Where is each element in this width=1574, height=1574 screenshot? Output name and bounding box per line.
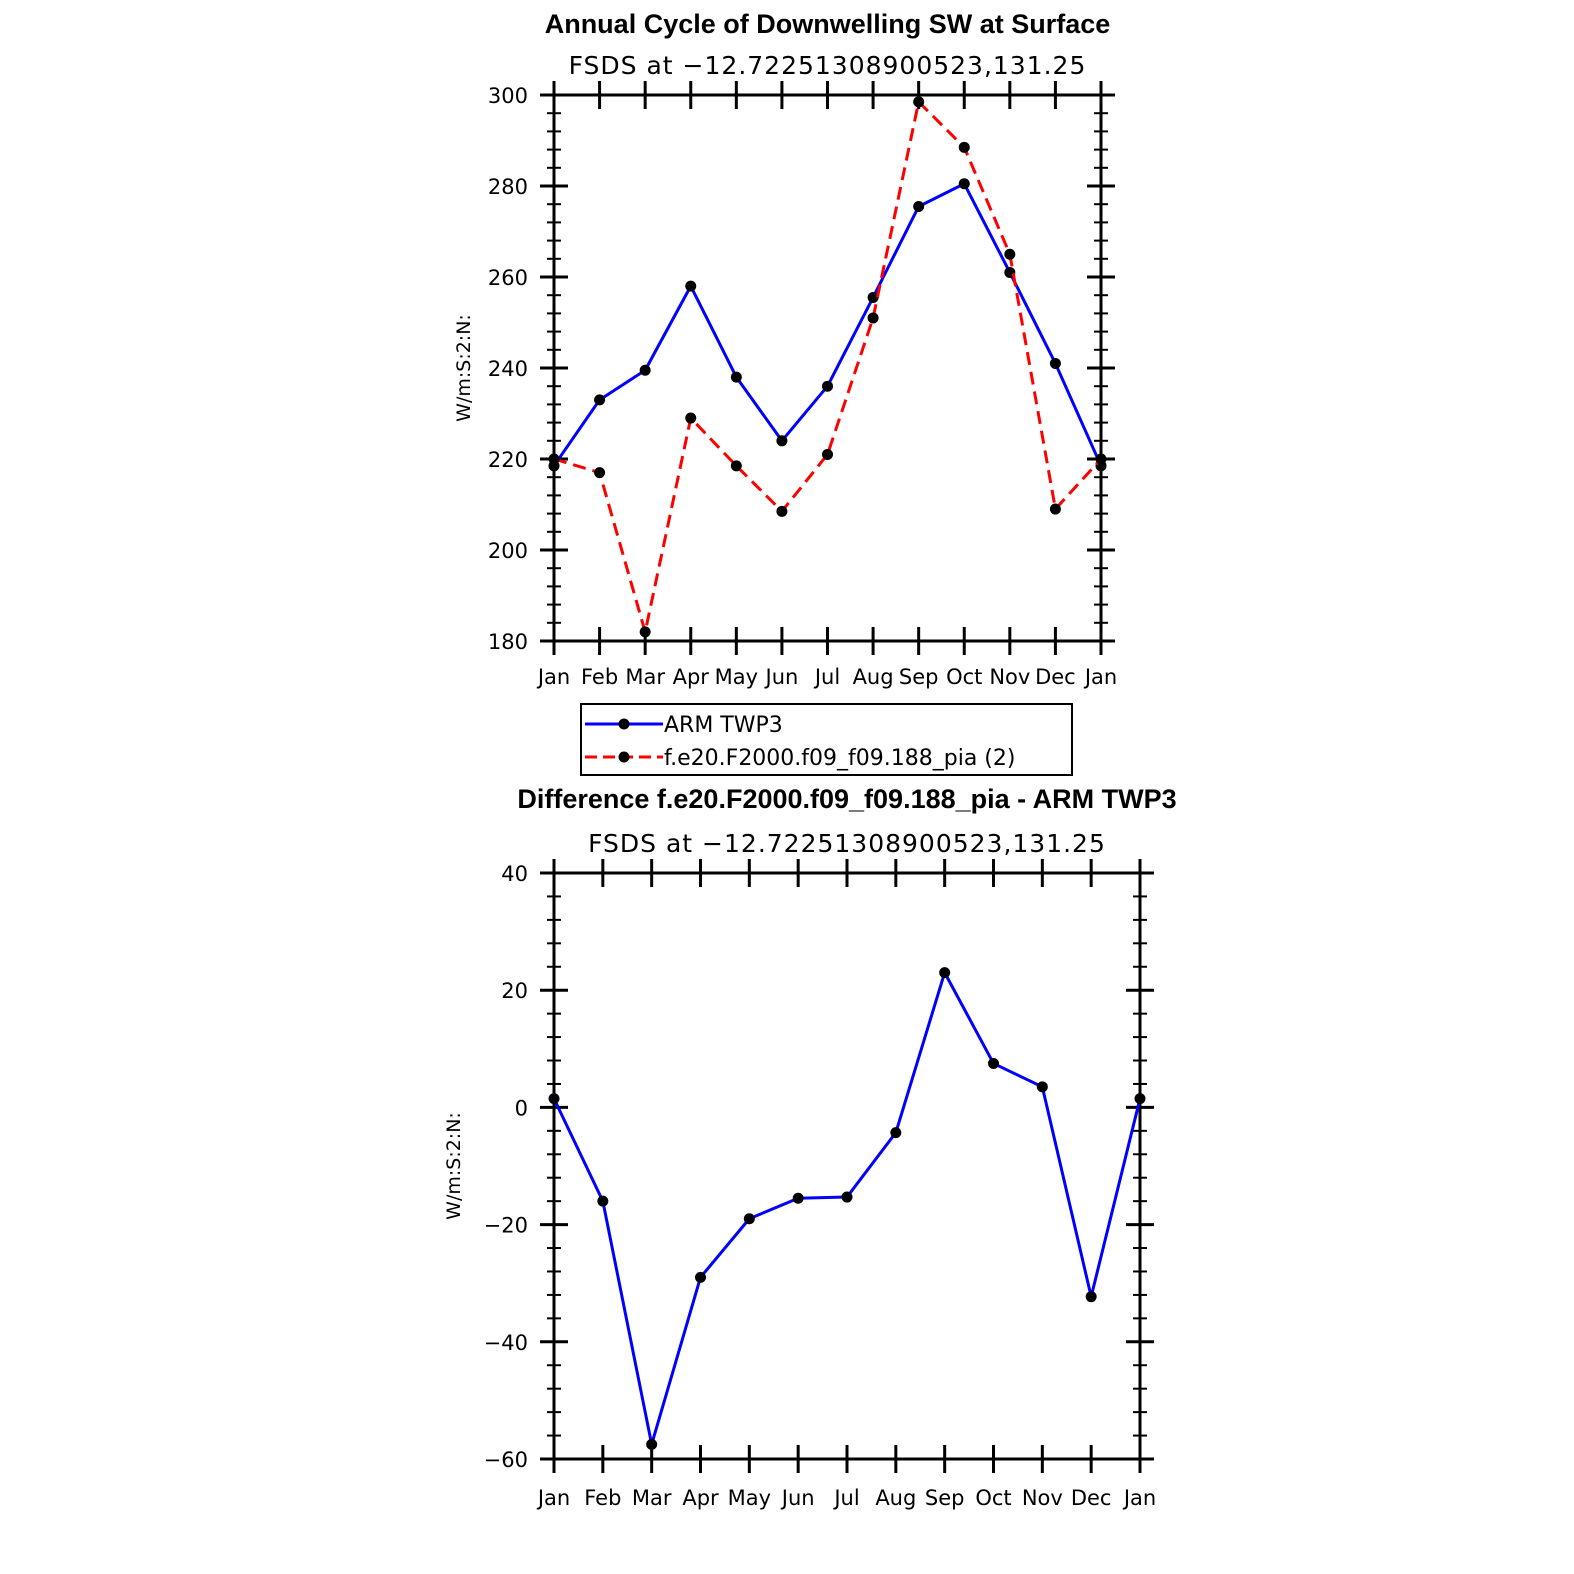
x-tick-label: Aug bbox=[875, 1486, 916, 1510]
data-point bbox=[594, 467, 606, 479]
series-line bbox=[553, 100, 1103, 634]
data-point bbox=[988, 1057, 999, 1069]
x-tick-label: May bbox=[715, 665, 758, 689]
x-tick-label: Jun bbox=[780, 1486, 815, 1510]
y-tick-label: 180 bbox=[488, 630, 528, 654]
y-tick-label: 220 bbox=[488, 448, 528, 472]
legend-entry-label: ARM TWP3 bbox=[664, 713, 783, 738]
chart-title: Difference f.e20.F2000.f09_f09.188_pia -… bbox=[517, 784, 1176, 814]
data-point bbox=[685, 280, 697, 292]
difference-panel: Difference f.e20.F2000.f09_f09.188_pia -… bbox=[443, 784, 1177, 1510]
x-tick-label: May bbox=[728, 1486, 771, 1510]
data-point bbox=[841, 1191, 853, 1203]
data-point bbox=[913, 96, 925, 108]
data-point bbox=[958, 178, 970, 190]
data-point bbox=[1095, 453, 1107, 465]
data-point bbox=[639, 364, 651, 376]
y-tick-label: 20 bbox=[501, 979, 528, 1003]
plot-frame bbox=[552, 871, 1142, 1461]
data-point bbox=[867, 291, 879, 303]
data-point bbox=[548, 453, 560, 465]
y-tick-label: 240 bbox=[488, 357, 528, 381]
x-tick-label: Jan bbox=[1122, 1486, 1156, 1510]
legend-entry-label: f.e20.F2000.f09_f09.188_pia (2) bbox=[664, 746, 1015, 771]
x-tick-label: Oct bbox=[946, 665, 982, 689]
y-tick-label: 40 bbox=[501, 862, 528, 886]
data-point bbox=[1004, 248, 1016, 260]
y-axis-label: W/m:S:2:N: bbox=[443, 1112, 465, 1220]
data-point bbox=[939, 967, 951, 979]
y-axis-label: W/m:S:2:N: bbox=[453, 314, 475, 422]
legend: ARM TWP3 f.e20.F2000.f09_f09.188_pia (2) bbox=[580, 703, 1073, 776]
annual-cycle-panel: Annual Cycle of Downwelling SW at Surfac… bbox=[453, 9, 1117, 776]
x-tick-label: Dec bbox=[1035, 665, 1076, 689]
y-tick-label: −60 bbox=[484, 1448, 528, 1472]
data-point bbox=[639, 626, 651, 638]
chart-subtitle: FSDS at −12.72251308900523,131.25 bbox=[569, 51, 1087, 80]
x-tick-label: Nov bbox=[1022, 1486, 1063, 1510]
data-point bbox=[822, 448, 833, 460]
legend-swatch-marker bbox=[618, 718, 630, 730]
y-tick-label: 260 bbox=[488, 266, 528, 290]
y-tick-label: 280 bbox=[488, 175, 528, 199]
data-point bbox=[822, 380, 833, 392]
x-tick-label: Apr bbox=[682, 1486, 719, 1510]
x-tick-label: Sep bbox=[925, 1486, 965, 1510]
data-point bbox=[1085, 1291, 1097, 1303]
legend-swatch-marker bbox=[618, 751, 630, 763]
data-point bbox=[776, 505, 788, 517]
y-tick-label: −40 bbox=[484, 1331, 528, 1355]
series-line bbox=[552, 971, 1142, 1446]
y-tick-label: 0 bbox=[515, 1096, 528, 1120]
x-tick-label: Jul bbox=[832, 1486, 859, 1510]
data-point bbox=[594, 394, 606, 406]
x-tick-label: Jul bbox=[813, 665, 840, 689]
data-point bbox=[792, 1192, 804, 1204]
x-tick-label: Feb bbox=[581, 665, 618, 689]
data-point bbox=[958, 141, 970, 153]
plot-frame bbox=[552, 93, 1103, 643]
data-point bbox=[867, 312, 879, 324]
x-tick-label: Nov bbox=[989, 665, 1030, 689]
chart-subtitle: FSDS at −12.72251308900523,131.25 bbox=[588, 829, 1106, 858]
x-tick-label: Feb bbox=[584, 1486, 621, 1510]
x-tick-label: Apr bbox=[673, 665, 710, 689]
x-tick-label: Jan bbox=[536, 665, 570, 689]
x-tick-label: Sep bbox=[899, 665, 939, 689]
y-tick-label: 200 bbox=[488, 539, 528, 563]
data-point bbox=[597, 1195, 609, 1207]
x-tick-label: Mar bbox=[625, 665, 665, 689]
data-point bbox=[730, 371, 742, 383]
x-tick-label: Jun bbox=[764, 665, 799, 689]
data-point bbox=[548, 1093, 560, 1105]
x-tick-label: Dec bbox=[1071, 1486, 1112, 1510]
y-tick-label: 300 bbox=[488, 84, 528, 108]
x-tick-label: Aug bbox=[853, 665, 894, 689]
data-point bbox=[730, 460, 742, 472]
data-point bbox=[1049, 503, 1061, 515]
legend-box bbox=[580, 703, 1073, 776]
data-point bbox=[913, 200, 925, 212]
x-tick-label: Jan bbox=[536, 1486, 570, 1510]
data-point bbox=[776, 435, 788, 447]
chart-title: Annual Cycle of Downwelling SW at Surfac… bbox=[545, 9, 1111, 39]
x-tick-label: Mar bbox=[632, 1486, 672, 1510]
data-point bbox=[890, 1127, 902, 1139]
y-tick-label: −20 bbox=[484, 1214, 528, 1238]
data-point bbox=[1049, 357, 1061, 369]
data-point bbox=[685, 412, 697, 424]
data-point bbox=[1134, 1093, 1146, 1105]
x-tick-label: Jan bbox=[1083, 665, 1117, 689]
data-point bbox=[743, 1213, 755, 1225]
data-point bbox=[1036, 1081, 1048, 1093]
series-line bbox=[552, 182, 1103, 467]
x-tick-label: Oct bbox=[975, 1486, 1011, 1510]
data-point bbox=[695, 1271, 706, 1283]
data-point bbox=[646, 1438, 658, 1450]
